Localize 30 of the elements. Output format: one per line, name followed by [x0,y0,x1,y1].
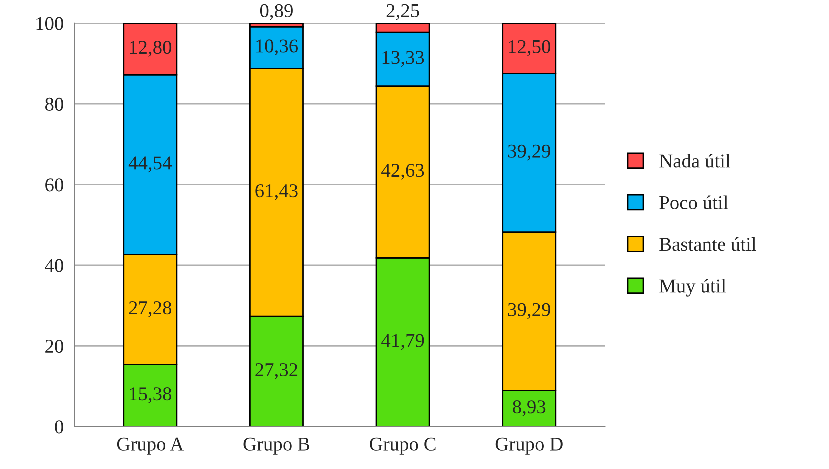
y-tick-label: 0 [55,420,64,434]
x-tick-label: Grupo B [244,438,310,455]
legend-label: Bastante útil [660,237,756,252]
y-tick-label: 40 [45,259,64,272]
y-tick-label: 20 [46,340,64,354]
data-label: 44,54 [128,156,172,173]
x-tick-label: Grupo A [117,438,184,455]
legend-label: Poco útil [660,196,728,210]
legend-label: Nada útil [660,154,731,168]
data-label: 15,38 [130,388,172,404]
data-label: 8,93 [513,400,546,416]
data-label: 41,79 [382,334,424,350]
data-label: 12,50 [509,40,551,56]
legend-label: Muy útil [660,279,726,297]
data-label: 27,28 [129,301,172,318]
data-label: 27,32 [256,363,298,380]
data-label: 39,29 [508,303,550,320]
y-tick-label: 80 [45,98,64,112]
data-label: 42,63 [382,164,424,180]
data-label: 0,89 [260,4,293,20]
x-tick-label: Grupo C [370,438,436,455]
data-label: 13,33 [382,51,424,68]
data-label: 12,80 [130,41,172,57]
data-label: 2,25 [386,4,420,20]
data-label: 39,29 [508,144,550,161]
x-tick-label: Grupo D [496,438,563,455]
y-tick-label: 100 [36,17,64,30]
y-tick-label: 60 [46,178,64,192]
data-label: 10,36 [256,40,298,56]
data-label: 61,43 [256,184,298,200]
